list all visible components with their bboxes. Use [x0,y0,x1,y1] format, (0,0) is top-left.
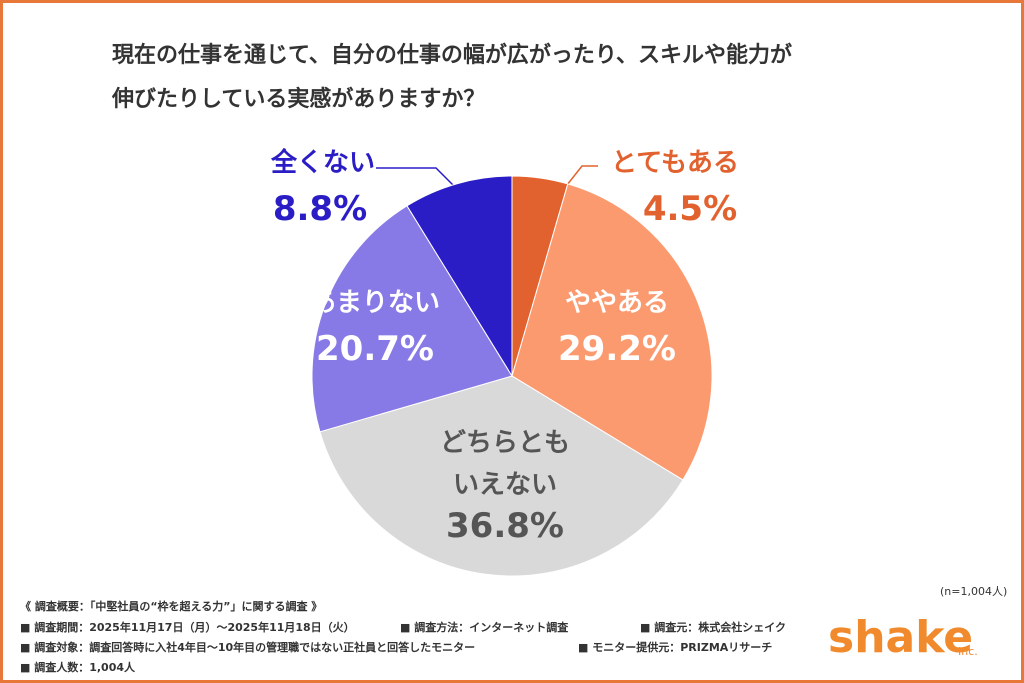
footnote: ■ モニター提供元：PRIZMAリサーチ [578,640,772,654]
slice-value: 20.7% [316,329,434,369]
footnote: ■ 調査人数：1,004人 [20,660,136,674]
leader-line [562,165,598,191]
slice-label: どちらともいえない [440,428,570,500]
logo-suffix: Inc. [958,645,978,658]
slice-value: 8.8% [273,189,367,229]
pie-slice [319,375,684,577]
footnote: 《 調査概要：「中堅社員の“枠を超える力”」に関する調査 》 [20,599,322,613]
slice-label: 全くない [270,147,375,178]
slice-label: とてもある [611,148,739,178]
footnote: ■ 調査期間：2025年11月17日（月）～2025年11月18日（火） [20,620,355,634]
pie-slice [311,205,513,433]
slice-label: あまりない [310,288,440,318]
pie-slice [406,175,513,378]
footnote: ■ 調査元：株式会社シェイク [640,620,786,634]
slice-value: 36.8% [446,506,564,546]
slice-value: 4.5% [643,189,737,229]
footnote: ■ 調査方法：インターネット調査 [400,620,568,634]
chart-title: 現在の仕事を通じて、自分の仕事の幅が広がったり、スキルや能力が伸びたりしている実… [111,42,792,112]
slice-value: 29.2% [558,329,676,369]
footnote: ■ 調査対象：調査回答時に入社4年目～10年目の管理職ではない正社員と回答したモ… [20,640,475,654]
leader-line [376,167,459,191]
slice-label: ややある [565,288,669,318]
logo: shake [828,612,973,663]
sample-note: (n=1,004人) [940,585,1007,598]
